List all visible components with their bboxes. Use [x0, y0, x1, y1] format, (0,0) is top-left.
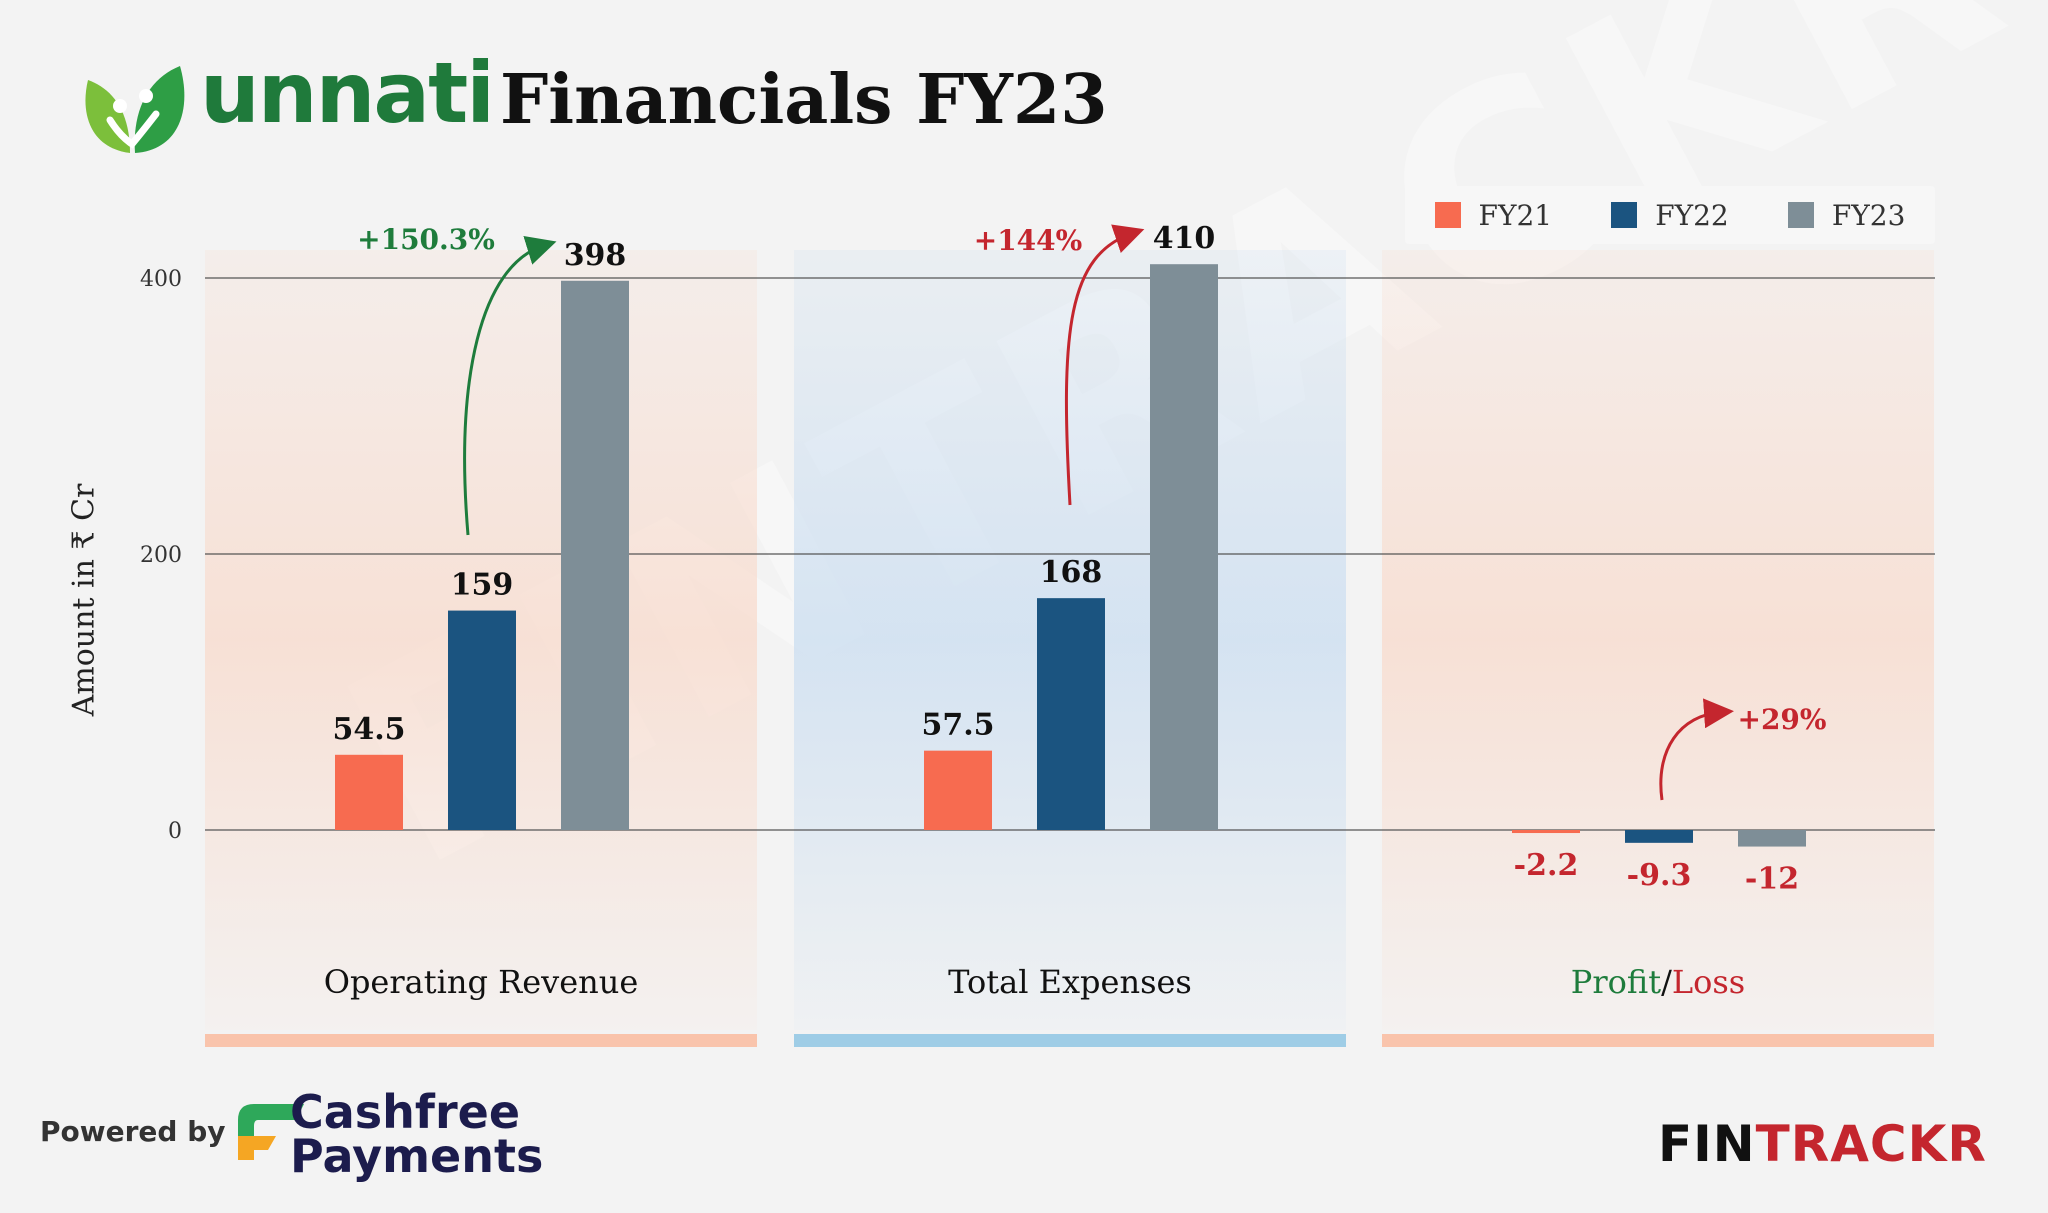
data-label: 57.5 — [921, 708, 994, 743]
category-underline — [205, 1034, 757, 1047]
growth-arrow — [463, 235, 557, 536]
legend-label: FY22 — [1655, 198, 1729, 232]
header: unnati Financials FY23 — [80, 44, 1180, 170]
legend-item-fy22: FY22 — [1611, 199, 1729, 232]
powered-by-label: Powered by — [40, 1115, 226, 1148]
category-label: Total Expenses — [948, 963, 1192, 1001]
legend-item-fy21: FY21 — [1434, 198, 1553, 232]
data-label: -9.3 — [1627, 858, 1692, 893]
y-tick-label: 0 — [168, 819, 182, 844]
growth-arrow — [1659, 698, 1734, 801]
fintrackr-trackr: TRACKR — [1755, 1115, 1987, 1173]
category-label-part: Total Expenses — [948, 963, 1192, 1001]
category-label-part: Profit — [1571, 963, 1661, 1001]
legend-swatch — [1787, 202, 1814, 228]
data-label: 168 — [1040, 555, 1103, 590]
legend-item-fy23: FY23 — [1787, 198, 1906, 232]
legend-swatch — [1611, 202, 1638, 228]
category-label-part: Operating Revenue — [324, 963, 639, 1001]
cashfree-wordmark: Cashfree Payments — [290, 1085, 544, 1183]
legend: FY21 FY22 FY23 — [1405, 186, 1935, 244]
sponsor-line1: Cashfree — [290, 1085, 521, 1139]
growth-annotation: +150.3% — [357, 223, 495, 256]
cashfree-logo-icon — [238, 1104, 304, 1160]
chart-title: Financials FY23 — [500, 60, 1108, 140]
category-panel — [1382, 250, 1934, 1030]
data-label: 410 — [1153, 221, 1216, 256]
bar-fy23 — [1738, 830, 1806, 847]
category-underline — [794, 1034, 1346, 1047]
bar-fy23 — [561, 280, 629, 830]
category-label: Operating Revenue — [324, 963, 639, 1001]
bar-fy23 — [1150, 264, 1218, 830]
data-label: 159 — [451, 568, 514, 603]
bar-fy21 — [335, 754, 403, 830]
fintrackr-logo: FINTRACKR — [1658, 1115, 1987, 1173]
bar-fy21 — [924, 750, 992, 830]
data-label: -12 — [1745, 862, 1799, 897]
y-tick-label: 200 — [140, 543, 182, 568]
unnati-leaf-icon — [85, 66, 185, 153]
growth-annotation: +144% — [974, 224, 1083, 257]
bar-fy22 — [1625, 830, 1693, 843]
data-label: -2.2 — [1514, 848, 1579, 883]
data-label: 54.5 — [332, 712, 405, 747]
bar-fy21 — [1512, 830, 1580, 834]
legend-swatch — [1434, 202, 1461, 228]
category-label: Profit/Loss — [1571, 963, 1745, 1001]
category-label-part: Loss — [1672, 963, 1745, 1001]
data-label: 398 — [564, 238, 627, 273]
sponsor-line2: Payments — [290, 1129, 544, 1183]
legend-label: FY21 — [1478, 198, 1553, 232]
bar-fy22 — [448, 610, 516, 830]
category-underline — [1382, 1034, 1934, 1047]
growth-annotation: +29% — [1737, 703, 1826, 736]
growth-arrow — [1064, 224, 1145, 506]
bar-fy22 — [1037, 598, 1105, 830]
y-tick-label: 400 — [140, 267, 182, 292]
category-label-part: / — [1661, 963, 1672, 1001]
brand-name: unnati — [200, 44, 495, 142]
legend-label: FY23 — [1831, 198, 1906, 232]
fintrackr-fin: FIN — [1658, 1115, 1756, 1173]
